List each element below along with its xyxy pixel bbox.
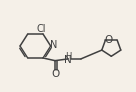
Text: H: H bbox=[65, 52, 72, 61]
Text: N: N bbox=[64, 55, 72, 66]
Text: N: N bbox=[50, 40, 57, 50]
Text: Cl: Cl bbox=[37, 24, 46, 34]
Text: O: O bbox=[51, 69, 59, 79]
Text: O: O bbox=[105, 35, 113, 45]
